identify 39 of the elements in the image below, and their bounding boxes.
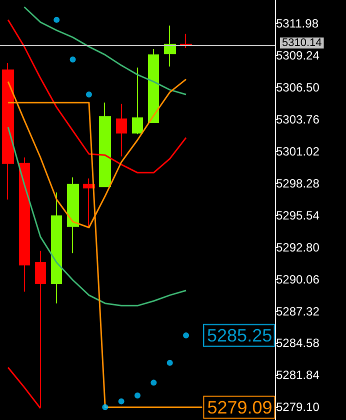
y-tick-label: 5284.58 <box>276 336 320 350</box>
point <box>102 404 108 410</box>
candlestick <box>2 62 14 200</box>
candlestick <box>19 157 30 292</box>
y-tick-label: 5290.06 <box>276 272 320 286</box>
y-tick-label: 5306.50 <box>276 80 320 94</box>
line-series <box>7 126 187 306</box>
candlestick <box>51 192 62 304</box>
point <box>183 332 190 338</box>
point <box>70 56 76 62</box>
point <box>134 392 140 398</box>
y-tick-label: 5311.98 <box>276 16 319 31</box>
y-tick-label: 5303.76 <box>276 112 320 126</box>
point <box>166 360 173 366</box>
candlestick <box>116 103 127 157</box>
candlestick <box>83 178 95 228</box>
candlestick <box>132 67 143 135</box>
line-series <box>7 19 187 174</box>
data-label: 5285.25 <box>207 325 272 346</box>
candlestick <box>67 176 79 254</box>
candlestick <box>164 25 176 67</box>
point <box>86 92 92 98</box>
candlestick <box>99 102 111 188</box>
y-tick-label: 5309.24 <box>276 48 320 63</box>
y-tick-label: 5287.32 <box>276 304 320 318</box>
data-label: 5279.09 <box>207 397 272 418</box>
y-tick-label: 5295.54 <box>276 208 320 222</box>
ref-line-label: 5310.14 <box>282 37 322 50</box>
point <box>118 398 124 404</box>
candlestick <box>180 33 192 48</box>
candlestick <box>148 48 159 123</box>
y-tick-label: 5279.10 <box>276 400 320 414</box>
line-series <box>24 6 187 96</box>
y-tick-label: 5301.02 <box>276 144 320 158</box>
point <box>54 16 60 23</box>
point <box>150 380 157 386</box>
y-tick-label: 5292.80 <box>276 240 320 254</box>
y-tick-label: 5298.28 <box>276 176 320 190</box>
y-tick-label: 5281.84 <box>276 368 320 382</box>
